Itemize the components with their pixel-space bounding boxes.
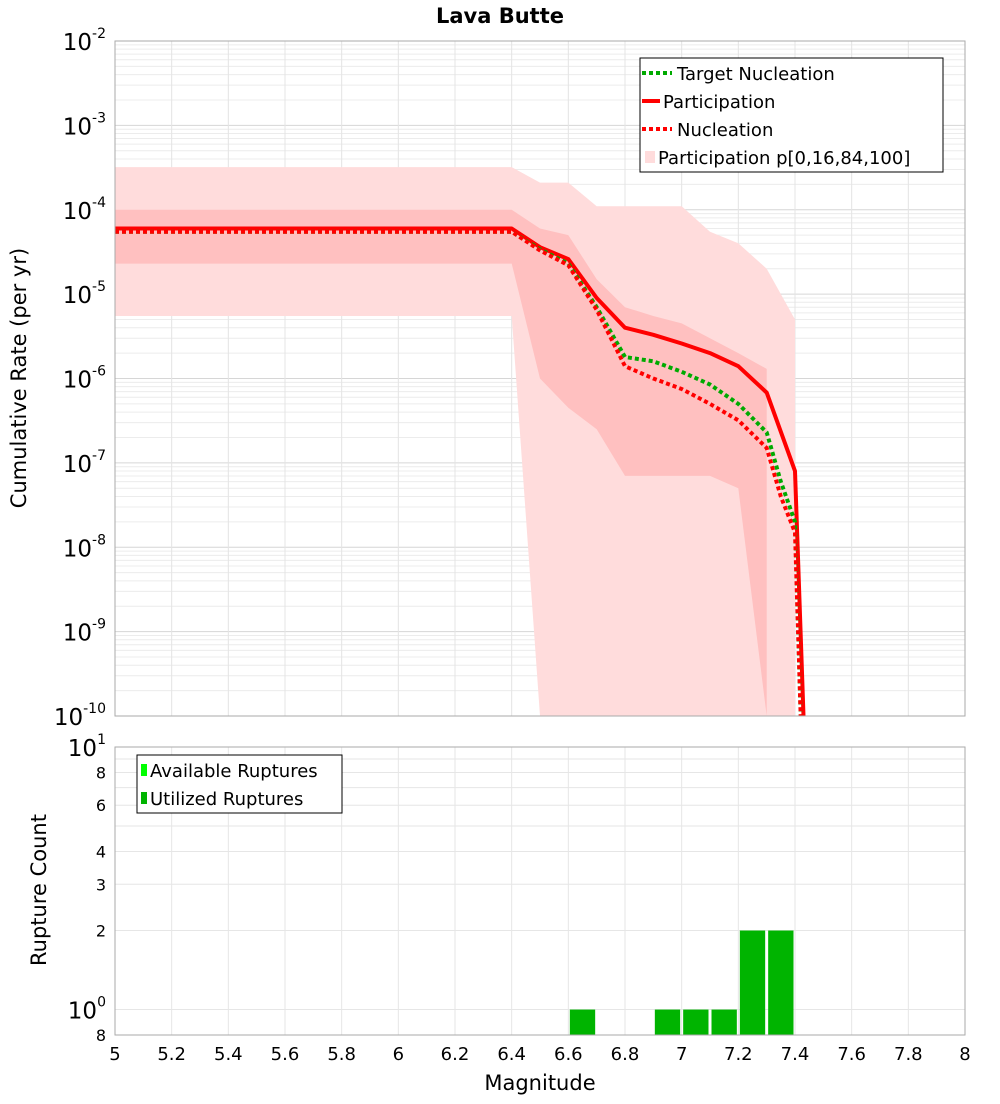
legend-label: Nucleation [677, 120, 773, 141]
x-tick-label: 7.2 [724, 1044, 753, 1065]
top-y-tick-label: 10-9 [63, 617, 106, 647]
top-y-axis-label: Cumulative Rate (per yr) [7, 248, 31, 508]
rupture-bar [711, 1009, 737, 1035]
legend-label: Utilized Ruptures [150, 789, 303, 810]
top-y-tick-label: 10-8 [63, 532, 106, 562]
bottom-y-tick-label: 8 [96, 1026, 106, 1045]
bottom-bars [569, 930, 794, 1035]
top-plot-frame [114, 40, 966, 717]
x-tick-label: 7.4 [781, 1044, 810, 1065]
bottom-y-axis-label: Rupture Count [27, 814, 51, 966]
band-1 [115, 209, 767, 716]
x-tick-label: 5.8 [327, 1044, 356, 1065]
bottom-legend: Available Ruptures Utilized Ruptures [136, 754, 343, 814]
top-y-tick-label: 10-6 [63, 364, 106, 394]
legend-label: Target Nucleation [676, 64, 835, 85]
legend-label: Participation p[0,16,84,100] [658, 148, 910, 169]
top-y-tick-label: 10-4 [63, 195, 106, 225]
top-bands [115, 167, 795, 716]
legend-swatch [645, 151, 655, 163]
top-y-tick-label: 10-5 [63, 279, 106, 309]
x-tick-label: 6.8 [611, 1044, 640, 1065]
x-tick-label: 5.4 [214, 1044, 243, 1065]
legend-swatch [141, 792, 147, 804]
bottom-y-tick-label: 4 [96, 842, 106, 861]
bottom-y-tick-label: 3 [96, 875, 106, 894]
x-tick-label: 5.2 [157, 1044, 186, 1065]
x-tick-label: 5.6 [271, 1044, 300, 1065]
bottom-y-tick-label: 2 [96, 922, 106, 941]
bottom-y-tick-label: 6 [96, 796, 106, 815]
x-tick-label: 7.6 [837, 1044, 866, 1065]
bottom-y-tick-label: 100 [68, 995, 106, 1025]
x-axis-label: Magnitude [484, 1071, 595, 1095]
x-tick-label: 6.4 [497, 1044, 526, 1065]
x-tick-label: 6.6 [554, 1044, 583, 1065]
bottom-plot-frame [114, 746, 966, 1036]
chart-title: Lava Butte [436, 4, 564, 28]
x-tick-label: 7 [676, 1044, 687, 1065]
top-y-tick-label: 10-3 [63, 110, 106, 140]
legend-label: Available Ruptures [150, 761, 318, 782]
top-legend: Target Nucleation Participation Nucleation… [639, 57, 944, 173]
legend-swatch [141, 764, 147, 776]
rupture-bar [569, 1009, 596, 1035]
x-tick-label: 6 [393, 1044, 404, 1065]
top-series [115, 226, 806, 716]
band-0 [115, 167, 795, 716]
top-y-tick-label: 10-7 [63, 448, 106, 478]
x-tick-label: 6.2 [441, 1044, 470, 1065]
top-y-tick-label: 10-2 [63, 26, 106, 56]
x-tick-label: 5 [109, 1044, 120, 1065]
x-tick-label: 7.8 [894, 1044, 923, 1065]
top-y-tick-label: 10-10 [54, 701, 106, 731]
bottom-y-tick-label: 101 [68, 732, 106, 762]
series-line-nucleation [115, 229, 803, 716]
rupture-bar [654, 1009, 681, 1035]
rupture-bar [768, 930, 794, 1035]
legend-label: Participation [663, 92, 775, 113]
bottom-y-tick-label: 8 [96, 763, 106, 782]
rupture-bar [683, 1009, 709, 1035]
x-tick-label: 8 [959, 1044, 970, 1065]
rupture-bar [739, 930, 766, 1035]
top-legend-box [639, 57, 944, 173]
bottom-legend-box [136, 754, 343, 814]
